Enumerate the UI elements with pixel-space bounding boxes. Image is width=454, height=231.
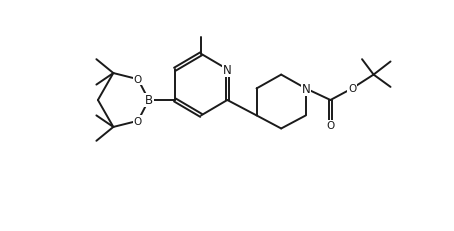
Text: O: O: [326, 121, 335, 131]
Text: O: O: [348, 84, 356, 94]
Text: B: B: [145, 94, 153, 107]
Text: N: N: [223, 64, 232, 76]
Text: N: N: [301, 83, 310, 96]
Text: O: O: [134, 75, 142, 85]
Text: O: O: [134, 116, 142, 126]
